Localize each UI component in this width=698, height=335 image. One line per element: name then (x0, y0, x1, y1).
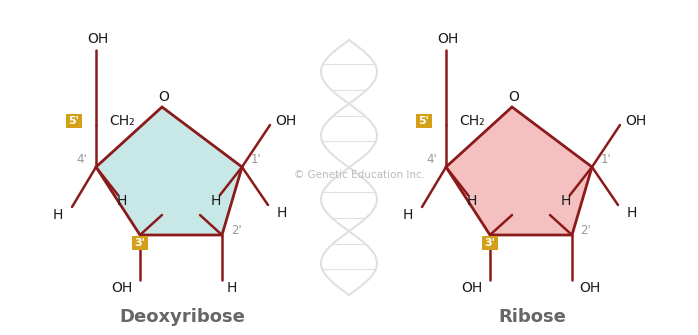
Text: OH: OH (579, 281, 600, 295)
Text: 3': 3' (484, 238, 496, 248)
Text: H: H (117, 194, 127, 208)
Text: 5': 5' (419, 116, 429, 126)
Text: O: O (509, 90, 519, 104)
Text: 1': 1' (600, 152, 611, 165)
Text: OH: OH (276, 114, 297, 128)
Text: Ribose: Ribose (498, 308, 566, 326)
Polygon shape (446, 107, 592, 235)
Text: 5': 5' (68, 116, 80, 126)
Text: 1': 1' (251, 152, 261, 165)
Text: H: H (560, 194, 571, 208)
Text: 3': 3' (135, 238, 145, 248)
Text: H: H (227, 281, 237, 295)
Text: OH: OH (112, 281, 133, 295)
Polygon shape (96, 107, 242, 235)
Text: © Genetic Education Inc.: © Genetic Education Inc. (295, 170, 426, 180)
Text: H: H (467, 194, 477, 208)
Text: CH₂: CH₂ (459, 114, 485, 128)
Text: 4': 4' (77, 152, 87, 165)
Text: OH: OH (625, 114, 646, 128)
Text: H: H (403, 208, 413, 222)
Text: 2': 2' (581, 223, 591, 237)
Text: H: H (277, 206, 287, 220)
Text: H: H (53, 208, 64, 222)
Text: 4': 4' (426, 152, 438, 165)
Text: Deoxyribose: Deoxyribose (119, 308, 245, 326)
Text: 2': 2' (230, 223, 242, 237)
Text: H: H (211, 194, 221, 208)
Text: O: O (158, 90, 170, 104)
Text: OH: OH (438, 32, 459, 46)
Text: OH: OH (87, 32, 109, 46)
Text: OH: OH (461, 281, 482, 295)
Text: H: H (627, 206, 637, 220)
Text: CH₂: CH₂ (109, 114, 135, 128)
